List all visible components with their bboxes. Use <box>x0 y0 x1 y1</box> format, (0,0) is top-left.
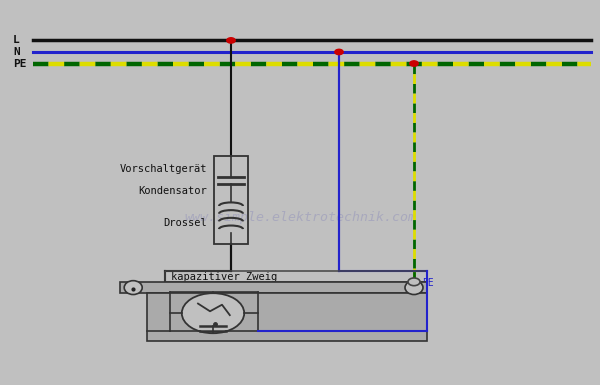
Text: www.simple.elektrotechnik.com: www.simple.elektrotechnik.com <box>184 211 416 224</box>
Circle shape <box>182 293 244 333</box>
Circle shape <box>408 278 420 286</box>
Bar <box>147 293 427 341</box>
Circle shape <box>410 61 418 66</box>
Text: Drossel: Drossel <box>163 218 207 228</box>
Text: Kondensator: Kondensator <box>138 186 207 196</box>
Text: kapazitiver Zweig: kapazitiver Zweig <box>171 272 277 281</box>
Ellipse shape <box>405 281 423 295</box>
Circle shape <box>335 49 343 55</box>
Text: Vorschaltgerät: Vorschaltgerät <box>119 164 207 174</box>
Text: L: L <box>13 35 20 45</box>
Text: Starter: Starter <box>250 305 294 315</box>
Bar <box>214 156 248 244</box>
Bar <box>120 282 427 293</box>
Ellipse shape <box>124 281 142 295</box>
Text: PE: PE <box>422 278 434 288</box>
Text: N: N <box>13 47 20 57</box>
Text: Leuchtstofflampe: Leuchtstofflampe <box>162 283 262 293</box>
Bar <box>165 271 427 282</box>
Text: PE: PE <box>13 59 27 69</box>
Circle shape <box>227 38 235 43</box>
